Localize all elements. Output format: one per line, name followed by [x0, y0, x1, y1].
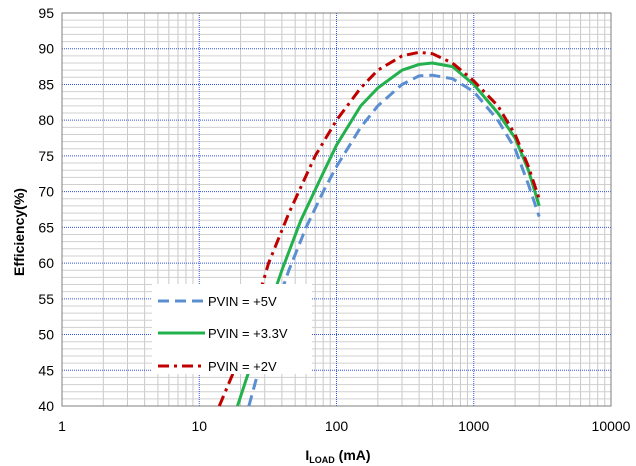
y-tick-label: 90: [38, 41, 54, 57]
y-tick-label: 70: [38, 184, 54, 200]
x-tick-label: 10000: [592, 418, 631, 434]
y-tick-label: 40: [38, 398, 54, 414]
series-lines: [217, 50, 541, 407]
y-tick-label: 60: [38, 255, 54, 271]
series-line-pvin-5v: [247, 73, 541, 407]
y-tick-label: 45: [38, 362, 54, 378]
y-tick-label: 85: [38, 76, 54, 92]
legend-label-3v3: PVIN = +3.3V: [208, 326, 288, 341]
plot-area: [61, 12, 612, 407]
x-tick-label: 100: [325, 418, 349, 434]
legend-label-5v: PVIN = +5V: [208, 294, 277, 309]
x-axis-title: ILOAD (mA): [305, 447, 370, 465]
y-axis-tick-labels: 40 45 50 55 60 65 70 75 80 85 90 95: [38, 5, 54, 414]
y-tick-label: 75: [38, 148, 54, 164]
legend-label-2v: PVIN = +2V: [208, 359, 277, 374]
x-tick-label: 10: [191, 418, 207, 434]
x-tick-label: 1000: [458, 418, 489, 434]
x-axis-title-subscript: LOAD: [309, 455, 335, 465]
y-tick-label: 80: [38, 112, 54, 128]
legend: PVIN = +5V PVIN = +3.3V PVIN = +2V: [152, 284, 312, 374]
y-tick-label: 95: [38, 5, 54, 21]
y-tick-label: 50: [38, 327, 54, 343]
x-axis-tick-labels: 1 10 100 1000 10000: [58, 418, 631, 434]
y-axis-title: Efficiency(%): [11, 188, 27, 276]
x-axis-title-main: I: [305, 447, 309, 463]
x-tick-label: 1: [58, 418, 66, 434]
series-line-pvin-3-3v: [236, 61, 541, 407]
y-tick-label: 65: [38, 219, 54, 235]
legend-box: [152, 284, 312, 374]
x-axis-title-unit: (mA): [335, 447, 371, 463]
series-line-pvin-2v: [217, 50, 541, 407]
y-tick-label: 55: [38, 291, 54, 307]
